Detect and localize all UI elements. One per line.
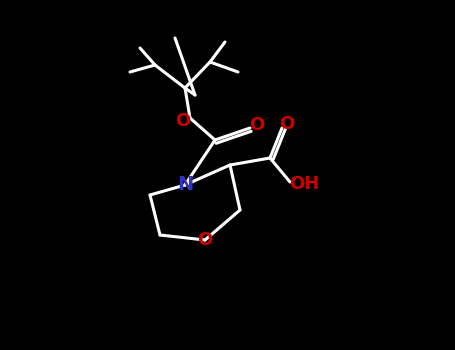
Text: OH: OH (289, 175, 319, 193)
Text: O: O (249, 116, 265, 134)
Text: N: N (177, 175, 193, 195)
Text: O: O (197, 231, 212, 249)
Text: O: O (279, 115, 295, 133)
Text: O: O (175, 112, 191, 130)
